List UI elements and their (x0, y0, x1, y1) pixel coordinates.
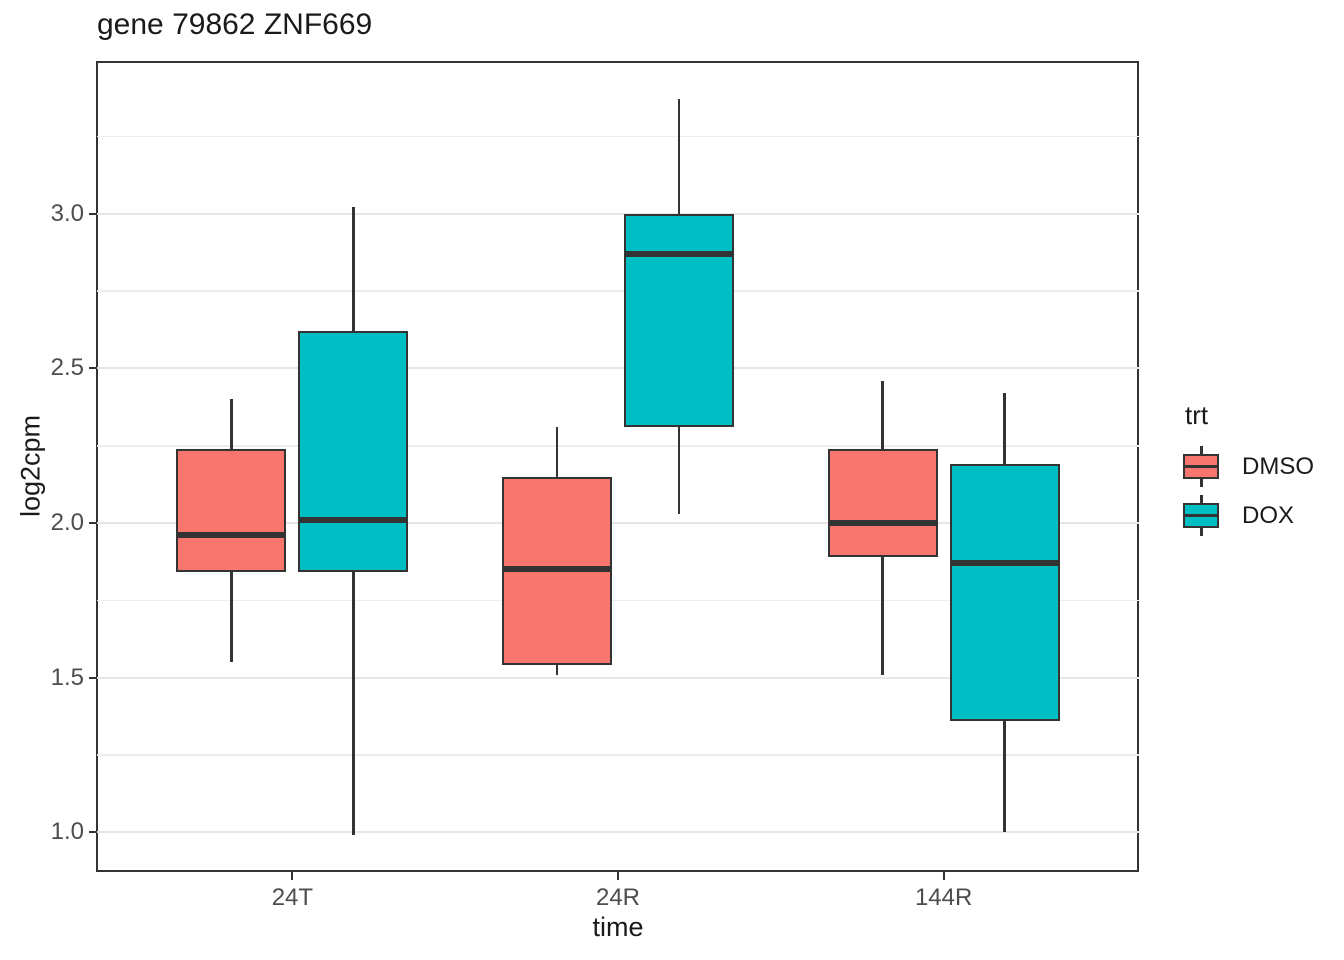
whisker-upper (555, 427, 559, 477)
legend-glyph-median (1185, 465, 1217, 468)
y-axis-tick (89, 831, 97, 834)
gridline-major (97, 831, 1139, 834)
whisker-upper (230, 399, 233, 449)
x-axis-tick-label: 24T (271, 884, 314, 911)
median-line (298, 516, 409, 523)
y-axis-tick (89, 676, 97, 679)
whisker-lower (677, 427, 681, 514)
x-axis-title: time (592, 912, 644, 942)
median-line (827, 519, 938, 526)
whisker-upper (352, 207, 355, 332)
whisker-lower (881, 556, 884, 675)
median-line (176, 532, 287, 539)
x-axis-tick (942, 872, 945, 880)
y-axis-tick-label: 1.5 (50, 663, 84, 691)
y-axis-tick (89, 521, 97, 524)
gridline-major (97, 521, 1139, 524)
whisker-upper (881, 380, 884, 449)
legend-row: DMSO (1183, 446, 1314, 487)
x-axis-tick-label: 144R (914, 884, 973, 911)
y-axis-tick-label: 3.0 (50, 199, 84, 227)
boxplot-box-dox-144r (949, 464, 1060, 721)
legend-key-boxplot-glyph (1183, 495, 1219, 536)
y-axis-tick-label: 2.0 (50, 508, 84, 536)
whisker-lower (1003, 720, 1006, 833)
gridline-major (97, 212, 1139, 215)
legend-label-dmso: DMSO (1242, 452, 1314, 480)
legend-key-boxplot-glyph (1183, 446, 1219, 487)
y-axis-title: log2cpm (15, 414, 46, 518)
y-axis-tick-label: 2.5 (50, 354, 84, 382)
legend: trt DMSO DOX (1183, 400, 1314, 544)
legend-label-dox: DOX (1242, 501, 1295, 529)
median-line (624, 250, 734, 257)
y-axis-tick (89, 212, 97, 215)
median-line (949, 560, 1060, 567)
y-axis-tick-label: 1.0 (50, 818, 84, 846)
boxplot-box-dox-24t (298, 331, 409, 573)
x-axis-tick-label: 24R (595, 884, 641, 911)
legend-row: DOX (1183, 495, 1314, 536)
boxplot-box-dmso-24t (176, 448, 287, 573)
x-axis-tick (617, 872, 619, 880)
gridline-minor (97, 754, 1139, 756)
median-line (502, 566, 612, 573)
boxplot-box-dmso-144r (827, 448, 938, 557)
gridline-minor (97, 290, 1139, 292)
gridline-major (97, 676, 1139, 679)
gridline-major (97, 367, 1139, 370)
whisker-lower (352, 572, 355, 836)
whisker-upper (677, 99, 681, 214)
gridline-minor (97, 445, 1139, 447)
boxplot-box-dox-24r (624, 213, 734, 428)
gridline-minor (97, 599, 1139, 602)
x-axis-tick (291, 872, 294, 880)
whisker-upper (1003, 393, 1006, 465)
whisker-lower (230, 572, 233, 663)
whisker-lower (555, 665, 559, 675)
legend-title: trt (1185, 400, 1209, 430)
gridline-minor (97, 135, 1139, 138)
legend-glyph-median (1185, 514, 1217, 517)
y-axis-tick (89, 367, 97, 370)
chart-title: gene 79862 ZNF669 (97, 8, 373, 41)
